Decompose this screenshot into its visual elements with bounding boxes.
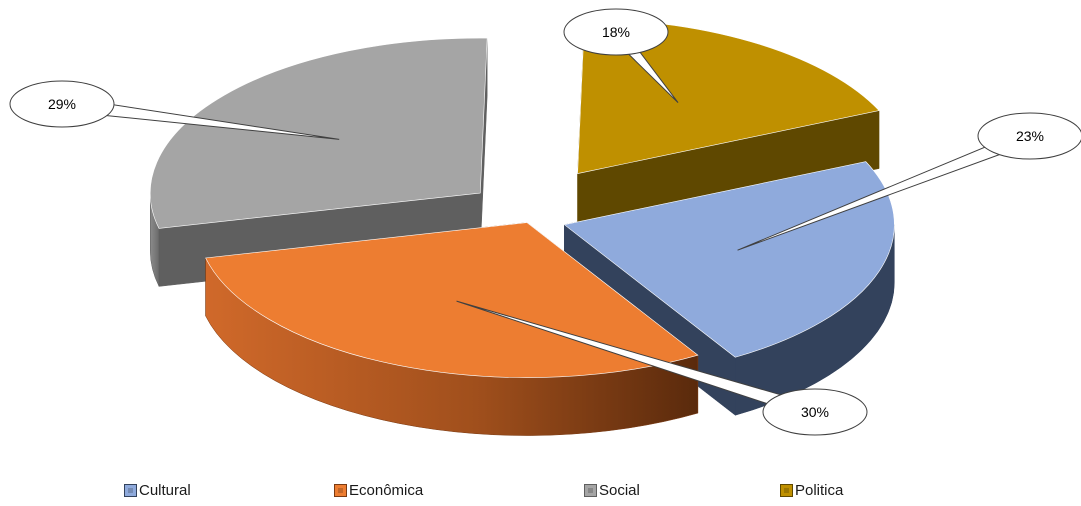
legend-item-social[interactable]: Social: [584, 482, 640, 499]
legend-swatch-social: [584, 484, 597, 497]
callout-politica-bubble: [563, 8, 669, 56]
callout-social-bubble: [9, 80, 115, 128]
callout-social: 29%: [9, 80, 340, 140]
data-label-politica: 18%: [602, 24, 630, 40]
callout-cultural: 23%: [737, 112, 1081, 251]
legend-label-politica: Politica: [795, 482, 844, 499]
chart-legend: Cultural Econômica Social Politica: [0, 482, 1081, 506]
legend-swatch-economica: [334, 484, 347, 497]
pie-chart: 23% 30% 29% 18%: [9, 8, 1081, 436]
data-label-economica: 30%: [801, 404, 829, 420]
data-label-cultural: 23%: [1016, 128, 1044, 144]
legend-label-cultural: Cultural: [139, 482, 191, 499]
legend-label-economica: Econômica: [349, 482, 424, 499]
callout-politica: 18%: [563, 8, 679, 103]
callout-cultural-bubble: [977, 112, 1081, 160]
callout-economica-bubble: [762, 388, 868, 436]
slice-cultural: [563, 161, 895, 358]
legend-item-politica[interactable]: Politica: [780, 482, 843, 499]
legend-item-economica[interactable]: Econômica: [334, 482, 423, 499]
legend-label-social: Social: [599, 482, 640, 499]
legend-item-cultural[interactable]: Cultural: [124, 482, 191, 499]
legend-swatch-politica: [780, 484, 793, 497]
callout-economica: 30%: [456, 300, 868, 436]
data-label-social: 29%: [48, 96, 76, 112]
slice-social: [149, 37, 488, 229]
legend-swatch-cultural: [124, 484, 137, 497]
